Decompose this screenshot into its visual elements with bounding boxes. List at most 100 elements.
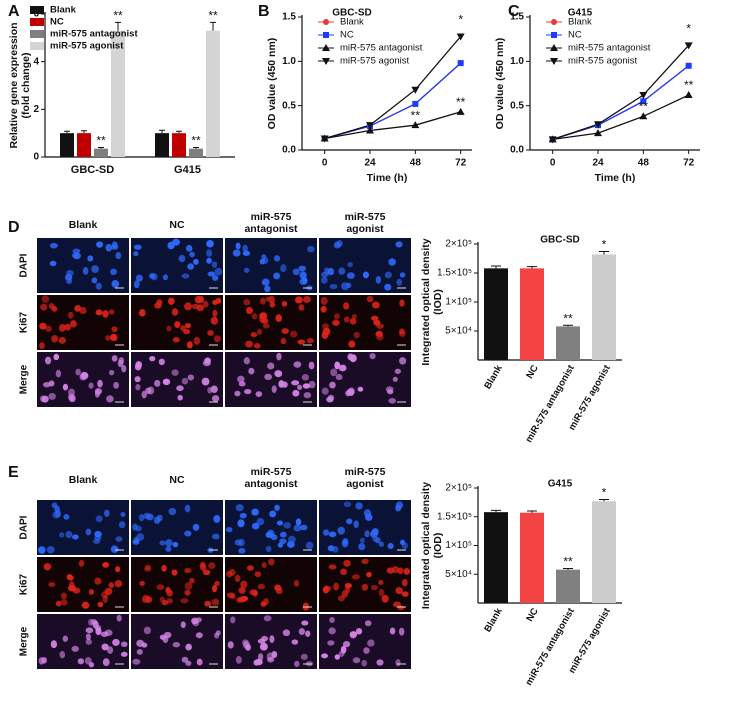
marker bbox=[411, 121, 420, 129]
cell-nucleus bbox=[362, 271, 369, 279]
cell-nucleus bbox=[320, 276, 328, 284]
marker bbox=[548, 136, 557, 144]
y-axis-label: Integrated optical density bbox=[420, 482, 432, 609]
cell-nucleus bbox=[132, 658, 141, 665]
x-tick-label: G415 bbox=[174, 164, 201, 176]
column-label: miR-575 bbox=[345, 466, 386, 478]
cell-nucleus bbox=[301, 277, 308, 285]
cell-nucleus bbox=[174, 321, 181, 328]
cell-nucleus bbox=[373, 319, 381, 326]
cell-nucleus bbox=[102, 562, 110, 568]
cell-nucleus bbox=[341, 539, 349, 548]
cell-nucleus bbox=[388, 258, 396, 266]
column-label: miR-575 bbox=[345, 211, 386, 223]
cell-nucleus bbox=[100, 631, 109, 637]
cell-nucleus bbox=[114, 579, 123, 588]
cell-nucleus bbox=[342, 640, 351, 648]
cell-nucleus bbox=[161, 564, 167, 572]
cell-nucleus bbox=[251, 508, 259, 516]
marker bbox=[684, 42, 693, 50]
cell-nucleus bbox=[111, 326, 118, 333]
cell-nucleus bbox=[328, 627, 336, 635]
column-label: agonist bbox=[346, 478, 384, 490]
cell-nucleus bbox=[387, 389, 394, 395]
micrograph bbox=[131, 238, 223, 293]
panel-label: B bbox=[258, 3, 270, 20]
line bbox=[324, 62, 462, 140]
cell-nucleus bbox=[305, 630, 311, 637]
cell-nucleus bbox=[243, 267, 250, 273]
bar bbox=[155, 133, 169, 157]
cell-nucleus bbox=[95, 309, 103, 316]
row-label: DAPI bbox=[19, 253, 30, 277]
cell-nucleus bbox=[381, 594, 389, 603]
cell-nucleus bbox=[276, 520, 284, 526]
bar bbox=[592, 501, 616, 603]
cell-nucleus bbox=[371, 528, 379, 536]
cell-nucleus bbox=[196, 658, 203, 666]
cell-nucleus bbox=[66, 278, 73, 285]
cell-nucleus bbox=[251, 522, 260, 530]
cell-nucleus bbox=[322, 327, 331, 336]
error-bar bbox=[210, 21, 216, 31]
significance: ** bbox=[563, 311, 573, 325]
cell-nucleus bbox=[326, 396, 334, 403]
y-tick-label: 5×10⁴ bbox=[445, 569, 472, 580]
legend-marker bbox=[550, 58, 558, 65]
legend-label: miR-575 antagonist bbox=[50, 29, 138, 40]
cell-nucleus bbox=[307, 337, 314, 344]
cell-nucleus bbox=[384, 283, 392, 291]
cell-nucleus bbox=[329, 617, 335, 623]
cell-nucleus bbox=[338, 267, 346, 275]
cell-nucleus bbox=[403, 567, 411, 575]
significance: * bbox=[602, 238, 607, 252]
cell-nucleus bbox=[258, 314, 267, 323]
cell-nucleus bbox=[243, 357, 250, 365]
significance: ** bbox=[411, 108, 421, 122]
cell-nucleus bbox=[395, 504, 402, 512]
cell-nucleus bbox=[328, 564, 337, 570]
cell-nucleus bbox=[134, 376, 141, 383]
cell-nucleus bbox=[38, 546, 46, 554]
cell-nucleus bbox=[302, 296, 311, 304]
cell-nucleus bbox=[185, 643, 192, 651]
cell-nucleus bbox=[257, 653, 264, 661]
cell-nucleus bbox=[162, 378, 171, 386]
row-label: Merge bbox=[19, 364, 30, 394]
cell-nucleus bbox=[343, 501, 352, 508]
cell-nucleus bbox=[115, 252, 122, 260]
cell-nucleus bbox=[257, 638, 266, 644]
cell-nucleus bbox=[291, 639, 299, 645]
cell-nucleus bbox=[94, 390, 100, 398]
cell-nucleus bbox=[262, 323, 270, 329]
cell-nucleus bbox=[290, 330, 298, 338]
cell-nucleus bbox=[343, 559, 351, 567]
cell-nucleus bbox=[159, 634, 166, 640]
cell-nucleus bbox=[201, 377, 210, 386]
chart-title: G415 bbox=[548, 479, 573, 490]
cell-nucleus bbox=[355, 502, 363, 510]
cell-nucleus bbox=[351, 313, 357, 320]
y-tick-label: 1.0 bbox=[282, 56, 296, 67]
cell-nucleus bbox=[234, 390, 241, 397]
cell-nucleus bbox=[366, 571, 372, 578]
cell-nucleus bbox=[396, 278, 403, 286]
error-bar bbox=[491, 509, 501, 513]
cell-nucleus bbox=[91, 265, 99, 274]
legend-marker bbox=[322, 44, 330, 51]
cell-nucleus bbox=[167, 241, 175, 250]
cell-nucleus bbox=[49, 242, 58, 249]
cell-nucleus bbox=[297, 384, 303, 391]
cell-nucleus bbox=[214, 267, 223, 276]
cell-nucleus bbox=[78, 559, 85, 567]
cell-nucleus bbox=[329, 284, 338, 290]
cell-nucleus bbox=[184, 589, 191, 596]
cell-nucleus bbox=[46, 546, 55, 554]
cell-nucleus bbox=[375, 275, 382, 284]
cell-nucleus bbox=[401, 591, 409, 597]
cell-nucleus bbox=[274, 504, 280, 511]
cell-nucleus bbox=[263, 615, 272, 622]
line bbox=[324, 111, 461, 140]
cell-nucleus bbox=[204, 600, 212, 607]
significance: * bbox=[686, 22, 691, 36]
